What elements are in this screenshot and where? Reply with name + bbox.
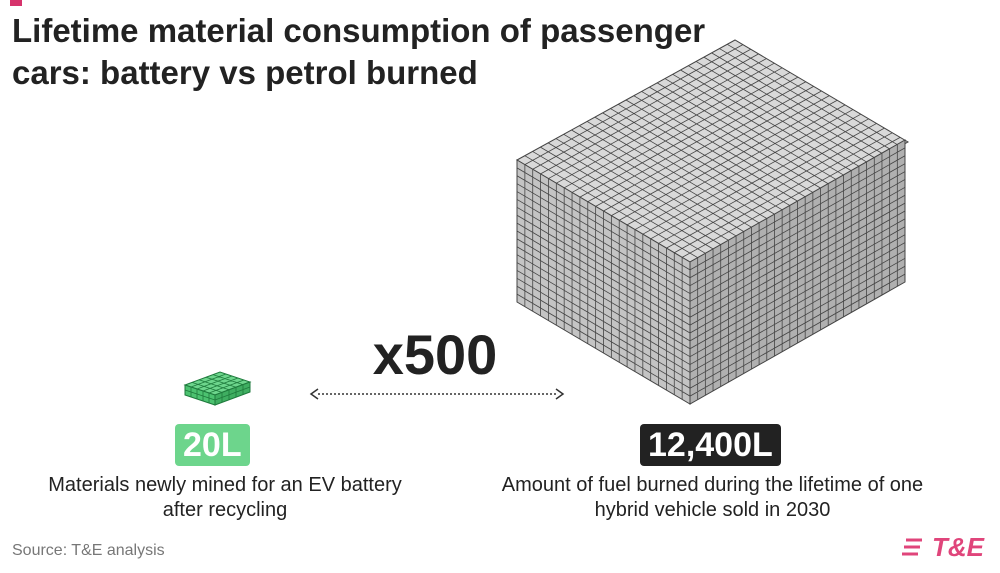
block-grid (516, 164, 691, 400)
battery-amount: 20L (175, 424, 250, 466)
fuel-block (515, 39, 910, 405)
title: Lifetime material consumption of passeng… (12, 12, 706, 91)
logo: T&E (932, 532, 984, 562)
block-grid (524, 43, 901, 259)
logo-mark (902, 538, 922, 556)
block-grid (689, 144, 906, 400)
arrow-heads (309, 388, 565, 400)
battery-block (183, 371, 252, 406)
fuel-amount: 12,400L (640, 424, 781, 466)
source: Source: T&E analysis (12, 542, 165, 559)
accent-bar (10, 0, 22, 6)
block-grid (184, 387, 216, 403)
battery-caption: Materials newly mined for an EV battery … (48, 474, 402, 521)
multiplier: x500 (372, 323, 498, 386)
block-grid (190, 373, 245, 394)
fuel-caption: Amount of fuel burned during the lifetim… (501, 474, 924, 521)
block-grid (214, 384, 251, 403)
